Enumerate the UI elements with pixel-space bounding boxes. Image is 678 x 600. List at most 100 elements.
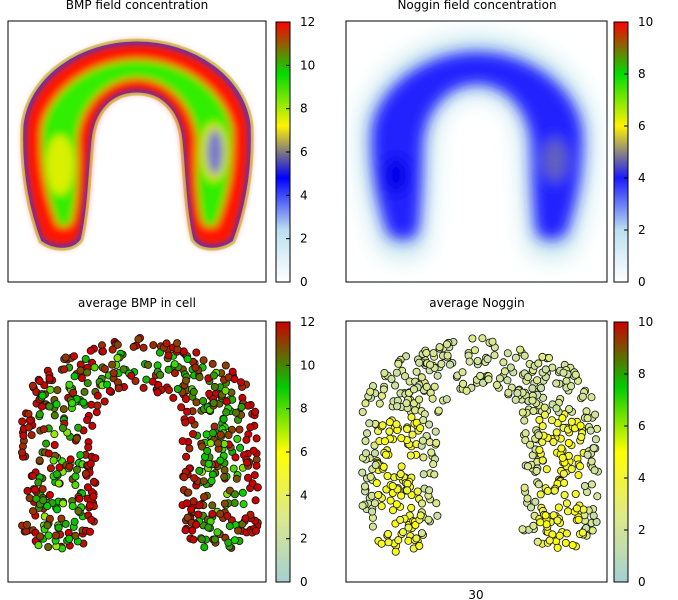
cell-point [388,482,397,491]
cell-point [565,404,574,413]
cell-point [547,416,556,425]
cell-point [523,462,532,471]
colorbar-tick-label: 0 [300,275,308,289]
cell-point [39,425,48,434]
cell-point [416,511,425,520]
cell-point [470,346,479,355]
cell-point [219,415,228,424]
cell-point [65,462,74,471]
cell-point [37,402,46,411]
cell-point [483,355,492,364]
cell-point [68,399,77,408]
cell-point [220,466,229,475]
cell-point [411,521,420,530]
cell-point [430,470,439,479]
cell-point [68,502,77,511]
cell-point [371,460,380,469]
colorbar-tick-label: 0 [300,575,308,589]
cell-point [83,483,92,492]
cell-point [241,514,250,523]
cell-point [139,383,148,392]
bmp-field-heatmap [20,38,254,251]
cell-point [91,454,100,463]
noggin-field-title: Noggin field concentration [397,0,556,12]
cell-point [392,500,401,509]
cell-point [36,532,45,541]
cell-point [506,363,515,372]
cell-point [208,501,217,510]
cell-point [412,534,421,543]
cell-point [387,374,396,383]
cell-point [184,488,193,497]
cell-point [403,479,412,488]
cell-point [377,539,386,548]
cell-point [513,389,522,398]
cell-point [442,340,451,349]
cell-point [57,514,66,523]
cell-point [536,490,545,499]
cell-point [208,359,217,368]
cell-point [406,451,415,460]
cell-point [540,410,549,419]
cell-point [195,501,204,510]
cell-point [231,453,240,462]
cell-point [529,521,538,530]
cell-point [225,522,234,531]
cell-point [83,415,92,424]
cell-point [223,511,232,520]
cell-point [529,406,538,415]
cell-point [183,513,192,522]
cell-point [429,349,438,358]
cell-point [459,379,468,388]
cell-point [473,356,482,365]
cell-point [210,535,219,544]
bmp-field-green-band [41,60,233,227]
cell-point [192,348,201,357]
cell-point [182,452,191,461]
cell-point [43,502,52,511]
cell-point [381,450,390,459]
cell-point [587,393,596,402]
cell-point [182,499,191,508]
cell-point [521,429,530,438]
cell-point [230,375,239,384]
cell-point [586,426,595,435]
cell-point [495,374,504,383]
cell-point [386,496,395,505]
cell-point [394,536,403,545]
cell-point [220,499,229,508]
cell-point [435,343,444,352]
cell-point [73,465,82,474]
cell-point [433,371,442,380]
cell-point [99,347,108,356]
cell-point [183,407,192,416]
cell-point [534,431,543,440]
cell-point [396,515,405,524]
cell-point [562,529,571,538]
cell-point [591,410,600,419]
cell-point [533,537,542,546]
cell-point [443,351,452,360]
cell-point [523,373,532,382]
cell-point [552,379,561,388]
cell-point [520,416,529,425]
cell-point [61,353,70,362]
cell-point [402,399,411,408]
cell-point [86,527,95,536]
cell-point [564,438,573,447]
cell-point [86,459,95,468]
cell-point [88,421,97,430]
cell-point [384,538,393,547]
bmp-cell-colorbar-ticks: 0 2 4 6 8 10 12 [286,315,315,589]
cell-point [197,535,206,544]
cell-point [18,417,27,426]
cell-point [49,456,58,465]
cell-point [52,400,61,409]
cell-point [19,431,28,440]
cell-point [45,514,54,523]
cell-point [113,340,122,349]
cell-point [181,418,190,427]
colorbar-tick-label: 8 [638,367,646,381]
cell-point [89,477,98,486]
